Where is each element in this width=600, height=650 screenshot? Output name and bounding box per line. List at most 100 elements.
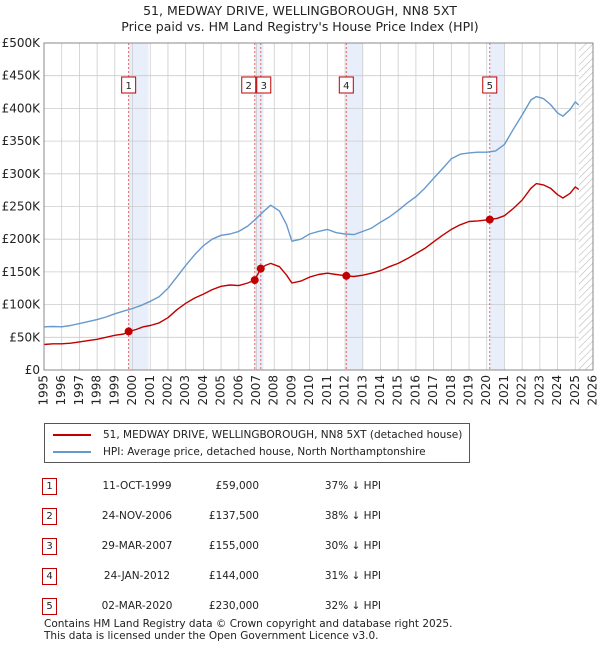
sale-label-box [482,76,498,94]
sale-label: 5 [482,76,498,94]
x-tick-label: 1999 [107,375,121,406]
legend-label-hpi: HPI: Average price, detached house, Nort… [103,446,426,458]
y-tick-label: £300K [2,167,42,181]
x-tick-label: 2026 [586,375,600,406]
x-tick-label: 2013 [355,375,369,406]
x-tick-label: 2009 [284,375,298,406]
y-tick-label: £400K [2,101,42,115]
sale-number: 4 [42,567,57,585]
x-tick-label: 2014 [373,375,387,406]
chart-legend: 51, MEDWAY DRIVE, WELLINGBOROUGH, NN8 5X… [44,423,470,463]
sale-point [485,215,494,224]
x-tick-label: 2018 [444,375,458,406]
sale-label: 2 [241,76,257,94]
sale-label-box [241,76,257,94]
chart-title-line1: 51, MEDWAY DRIVE, WELLINGBOROUGH, NN8 5X… [143,3,457,18]
sale-label-text: 2 [246,81,252,92]
sale-label: 4 [338,76,354,94]
x-tick-label: 2017 [426,375,440,406]
y-tick-label: £350K [2,134,42,148]
sale-label-box [256,76,272,94]
y-tick-label: £50K [9,330,41,344]
sale-number: 5 [42,597,57,615]
x-tick-label: 1998 [90,375,104,406]
forecast-hatch [578,43,593,370]
x-tick-label: 2019 [462,375,476,406]
sale-date: 24-JAN-2012 [103,570,171,582]
x-tick-label: 2005 [214,375,228,406]
sale-point [342,271,351,280]
hpi-line [43,95,580,328]
sales-table: 1 11-OCT-1999 £59,000 37% ↓ HPI 2 24-NOV-2006… [42,471,381,621]
x-tick-label: 2006 [231,375,245,406]
y-tick-label: £450K [2,69,42,83]
legend-item-hpi: HPI: Average price, detached house, Nort… [53,444,426,460]
y-tick-label: £0 [25,363,40,377]
x-tick-label: 2000 [125,375,139,406]
x-tick-label: 1995 [37,375,51,406]
legend-item-property: 51, MEDWAY DRIVE, WELLINGBOROUGH, NN8 5X… [53,427,462,443]
sale-label-box [338,76,354,94]
sale-number: 1 [42,477,57,495]
plot-border [43,42,594,371]
sale-price: £137,500 [208,510,259,522]
sale-number: 3 [42,537,57,555]
x-tick-label: 2008 [267,375,281,406]
x-tick-label: 2020 [479,375,493,406]
sale-row: 3 29-MAR-2007 £155,000 30% ↓ HPI [42,531,381,561]
y-tick-label: £500K [2,36,42,50]
x-tick-label: 2024 [550,375,564,406]
legend-swatch-property [53,434,91,436]
sale-hpi-diff: 37% ↓ HPI [324,480,381,492]
x-tick-label: 2023 [532,375,546,406]
sale-date: 02-MAR-2020 [101,600,173,612]
y-tick-label: £100K [2,298,42,312]
x-tick-label: 1997 [72,375,86,406]
footer-line1: Contains HM Land Registry data © Crown c… [44,618,453,630]
sale-number: 2 [42,507,57,525]
x-tick-label: 2025 [568,375,582,406]
x-tick-label: 2002 [160,375,174,406]
x-tick-label: 2011 [320,375,334,406]
property-price-line [43,182,580,346]
x-tick-label: 2015 [391,375,405,406]
sale-hpi-diff: 31% ↓ HPI [324,570,381,582]
sale-row: 2 24-NOV-2006 £137,500 38% ↓ HPI [42,501,381,531]
sale-price: £59,000 [215,480,259,492]
sale-label: 1 [121,76,137,94]
sale-point [250,276,259,285]
x-tick-label: 2001 [143,375,157,406]
sale-price: £230,000 [208,600,259,612]
sale-label-text: 4 [343,81,349,92]
sale-row: 5 02-MAR-2020 £230,000 32% ↓ HPI [42,591,381,621]
sale-hpi-diff: 30% ↓ HPI [324,540,381,552]
sale-price: £155,000 [208,540,259,552]
sale-point [124,327,133,336]
sale-label-text: 5 [487,81,493,92]
y-tick-label: £200K [2,232,42,246]
legend-swatch-hpi [53,451,91,453]
sale-date: 11-OCT-1999 [102,480,172,492]
chart-title: 51, MEDWAY DRIVE, WELLINGBOROUGH, NN8 5X… [0,3,600,35]
sale-price: £144,000 [208,570,259,582]
x-tick-label: 2021 [497,375,511,406]
legend-label-property: 51, MEDWAY DRIVE, WELLINGBOROUGH, NN8 5X… [103,429,463,441]
sale-label-text: 3 [261,81,267,92]
x-tick-label: 2012 [338,375,352,406]
y-tick-label: £250K [2,200,42,214]
sale-hpi-diff: 38% ↓ HPI [324,510,381,522]
x-tick-label: 2004 [196,375,210,406]
sale-hpi-diff: 32% ↓ HPI [324,600,381,612]
chart-title-line2: Price paid vs. HM Land Registry's House … [121,19,479,34]
sale-date: 29-MAR-2007 [101,540,173,552]
x-tick-label: 2022 [515,375,529,406]
sale-row: 1 11-OCT-1999 £59,000 37% ↓ HPI [42,471,381,501]
footer: Contains HM Land Registry data © Crown c… [44,618,452,642]
x-tick-label: 2010 [302,375,316,406]
sale-point [256,264,265,273]
x-tick-label: 1996 [54,375,68,406]
x-tick-label: 2016 [408,375,422,406]
sale-date: 24-NOV-2006 [101,510,173,522]
sale-label-text: 1 [125,81,131,92]
